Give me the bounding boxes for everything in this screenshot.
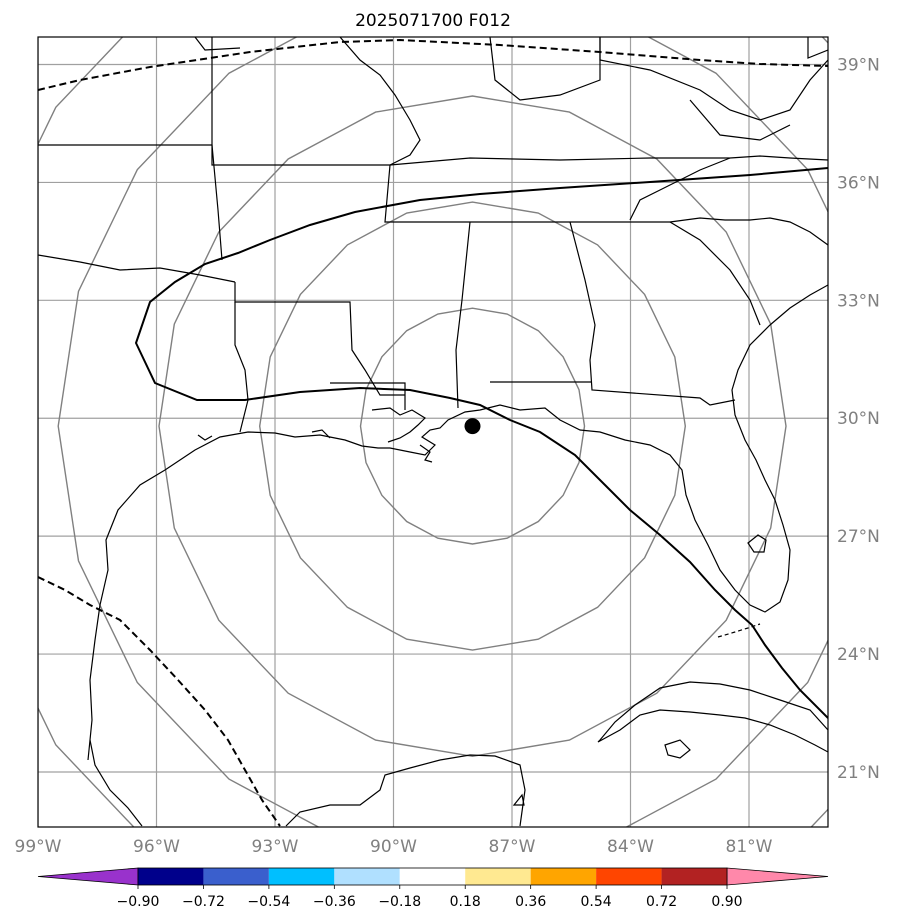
latitude-label: 30°N	[837, 409, 880, 429]
longitude-label: 96°W	[133, 837, 180, 857]
colorbar-tick-label: −0.36	[313, 894, 356, 910]
colorbar-segment	[661, 868, 727, 885]
longitude-label: 84°W	[607, 837, 654, 857]
colorbar-segment	[334, 868, 400, 885]
longitude-label: 93°W	[252, 837, 299, 857]
longitude-label: 99°W	[15, 837, 62, 857]
colorbar-frame	[137, 867, 728, 886]
coastlines	[38, 37, 828, 827]
range-ring	[359, 307, 586, 545]
colorbar-segment	[465, 868, 531, 885]
colorbar-tick-label: 0.90	[711, 894, 742, 910]
colorbar-tick-label: −0.18	[378, 894, 421, 910]
colorbar-tick-label: −0.54	[247, 894, 290, 910]
range-ring	[57, 37, 828, 827]
colorbar-tick-label: 0.54	[581, 894, 612, 910]
graticule	[38, 37, 828, 827]
colorbar-segment	[530, 868, 597, 885]
storm-center-marker	[464, 418, 481, 435]
colorbar-tick-label: −0.72	[182, 894, 225, 910]
latitude-label: 33°N	[837, 291, 880, 311]
colorbar: −0.90 −0.72 −0.54 −0.36 −0.18 0.18 0.36 0.54 0.7…	[37, 867, 829, 910]
colorbar-segment	[399, 868, 466, 885]
longitude-label: 87°W	[489, 837, 536, 857]
longitude-label: 90°W	[370, 837, 417, 857]
range-ring	[158, 95, 787, 758]
map-title: 2025071700 F012	[355, 11, 511, 31]
latitude-label: 24°N	[837, 645, 880, 665]
colorbar-tick-label: −0.90	[117, 894, 160, 910]
colorbar-tick-label: 0.18	[450, 894, 481, 910]
latitude-label: 27°N	[837, 527, 880, 547]
latitude-labels: 21°N 24°N 27°N 30°N 33°N 36°N 39°N	[837, 56, 880, 783]
colorbar-segment	[138, 868, 204, 885]
latitude-label: 36°N	[837, 173, 880, 193]
colorbar-segment	[596, 868, 662, 885]
range-ring	[258, 201, 687, 651]
longitude-label: 81°W	[726, 837, 773, 857]
colorbar-over-arrow	[726, 867, 829, 886]
colorbar-segment	[268, 868, 335, 885]
latitude-label: 21°N	[837, 763, 880, 783]
colorbar-segment	[203, 868, 269, 885]
forecast-lines	[38, 38, 828, 827]
longitude-labels: 99°W 96°W 93°W 90°W 87°W 84°W 81°W	[15, 837, 773, 857]
colorbar-tick-label: 0.36	[515, 894, 546, 910]
map-frame	[37, 36, 829, 828]
latitude-label: 39°N	[837, 56, 880, 76]
colorbar-tick-label: 0.72	[646, 894, 677, 910]
colorbar-under-arrow	[37, 867, 139, 886]
